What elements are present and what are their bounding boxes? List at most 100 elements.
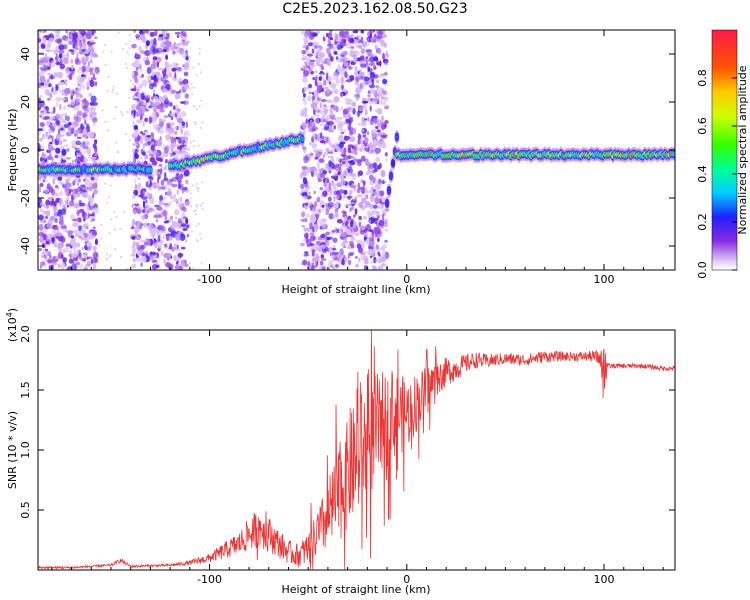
noise-dot xyxy=(100,237,103,240)
noise-speckle xyxy=(177,67,182,71)
noise-speckle xyxy=(340,131,345,135)
noise-speckle xyxy=(343,211,347,214)
noise-speckle xyxy=(182,186,188,191)
noise-speckle xyxy=(180,139,184,144)
noise-speckle xyxy=(172,50,176,55)
noise-speckle xyxy=(306,57,312,64)
noise-speckle xyxy=(131,148,135,153)
noise-speckle xyxy=(153,215,159,218)
noise-speckle xyxy=(369,203,374,210)
carrier-core xyxy=(387,187,391,194)
noise-speckle xyxy=(327,137,330,145)
noise-speckle xyxy=(360,229,365,235)
noise-speckle xyxy=(157,67,165,71)
noise-speckle xyxy=(69,249,73,255)
noise-speckle xyxy=(173,41,177,48)
noise-speckle xyxy=(156,139,163,147)
noise-speckle xyxy=(318,266,323,270)
noise-speckle xyxy=(92,143,97,149)
noise-speckle xyxy=(158,34,164,38)
noise-speckle xyxy=(374,197,379,205)
noise-speckle xyxy=(381,209,387,215)
noise-speckle xyxy=(355,256,358,259)
noise-speckle xyxy=(93,189,98,195)
noise-speckle xyxy=(59,191,63,196)
noise-speckle xyxy=(344,114,348,119)
noise-speckle xyxy=(329,31,332,34)
noise-speckle xyxy=(179,196,183,202)
noise-speckle xyxy=(358,215,362,221)
noise-speckle xyxy=(165,54,169,60)
noise-speckle xyxy=(371,131,374,139)
noise-speckle xyxy=(319,70,324,74)
noise-speckle xyxy=(377,238,380,242)
noise-speckle xyxy=(367,66,371,72)
noise-speckle xyxy=(328,160,332,165)
noise-speckle xyxy=(307,227,310,233)
noise-speckle xyxy=(372,162,377,169)
noise-speckle xyxy=(380,221,385,229)
noise-speckle xyxy=(380,34,388,38)
noise-speckle xyxy=(329,109,333,117)
noise-speckle xyxy=(71,263,77,270)
noise-speckle xyxy=(152,232,155,240)
noise-speckle xyxy=(367,117,370,122)
noise-speckle xyxy=(139,156,143,160)
noise-speckle xyxy=(176,110,180,116)
noise-dot xyxy=(197,222,200,225)
noise-dot xyxy=(106,90,109,93)
noise-speckle xyxy=(385,157,388,163)
noise-speckle xyxy=(131,236,136,240)
noise-speckle xyxy=(79,202,86,207)
noise-speckle xyxy=(60,146,65,150)
noise-speckle xyxy=(94,81,98,86)
x-tick-label: 0 xyxy=(403,573,410,586)
noise-speckle xyxy=(372,176,376,184)
noise-speckle xyxy=(133,98,140,101)
noise-speckle xyxy=(48,37,54,43)
noise-speckle xyxy=(322,77,326,85)
noise-speckle xyxy=(169,243,173,250)
noise-speckle xyxy=(39,219,46,224)
noise-speckle xyxy=(301,64,305,69)
y-tick-label: 40 xyxy=(19,47,32,61)
snr-ticks: -100 0 100 0.5 1.0 1.5 2.0 xyxy=(19,325,675,586)
noise-dot xyxy=(120,111,123,113)
noise-speckle xyxy=(78,263,84,269)
noise-speckle xyxy=(165,97,168,103)
noise-speckle xyxy=(318,76,322,81)
y-tick-label: 0 xyxy=(19,147,32,154)
noise-speckle xyxy=(85,206,90,212)
noise-speckle xyxy=(351,174,356,181)
noise-dot xyxy=(199,71,202,74)
noise-speckle xyxy=(57,71,63,79)
noise-dot xyxy=(116,151,119,153)
noise-dot xyxy=(191,230,194,233)
noise-speckle xyxy=(169,200,173,206)
noise-speckle xyxy=(64,144,69,147)
noise-speckle xyxy=(340,51,344,55)
colorbar-tick-label: 0.6 xyxy=(696,117,709,135)
noise-speckle xyxy=(146,67,152,74)
noise-speckle xyxy=(38,97,42,102)
noise-speckle xyxy=(329,247,333,254)
noise-dot xyxy=(199,233,202,236)
noise-speckle xyxy=(166,136,170,142)
noise-speckle xyxy=(45,120,51,125)
noise-speckle xyxy=(59,63,66,70)
noise-dot xyxy=(128,139,131,142)
noise-speckle xyxy=(174,62,177,69)
noise-speckle xyxy=(159,195,164,202)
noise-speckle xyxy=(77,192,81,197)
noise-speckle xyxy=(323,86,329,90)
noise-dot xyxy=(126,110,129,113)
noise-speckle xyxy=(81,193,87,198)
noise-speckle xyxy=(76,216,82,223)
noise-speckle xyxy=(89,80,95,88)
noise-speckle xyxy=(47,136,50,140)
noise-speckle xyxy=(46,223,51,229)
noise-speckle xyxy=(350,37,355,44)
noise-speckle xyxy=(308,83,313,89)
noise-dot xyxy=(126,268,129,270)
noise-speckle xyxy=(132,82,135,87)
